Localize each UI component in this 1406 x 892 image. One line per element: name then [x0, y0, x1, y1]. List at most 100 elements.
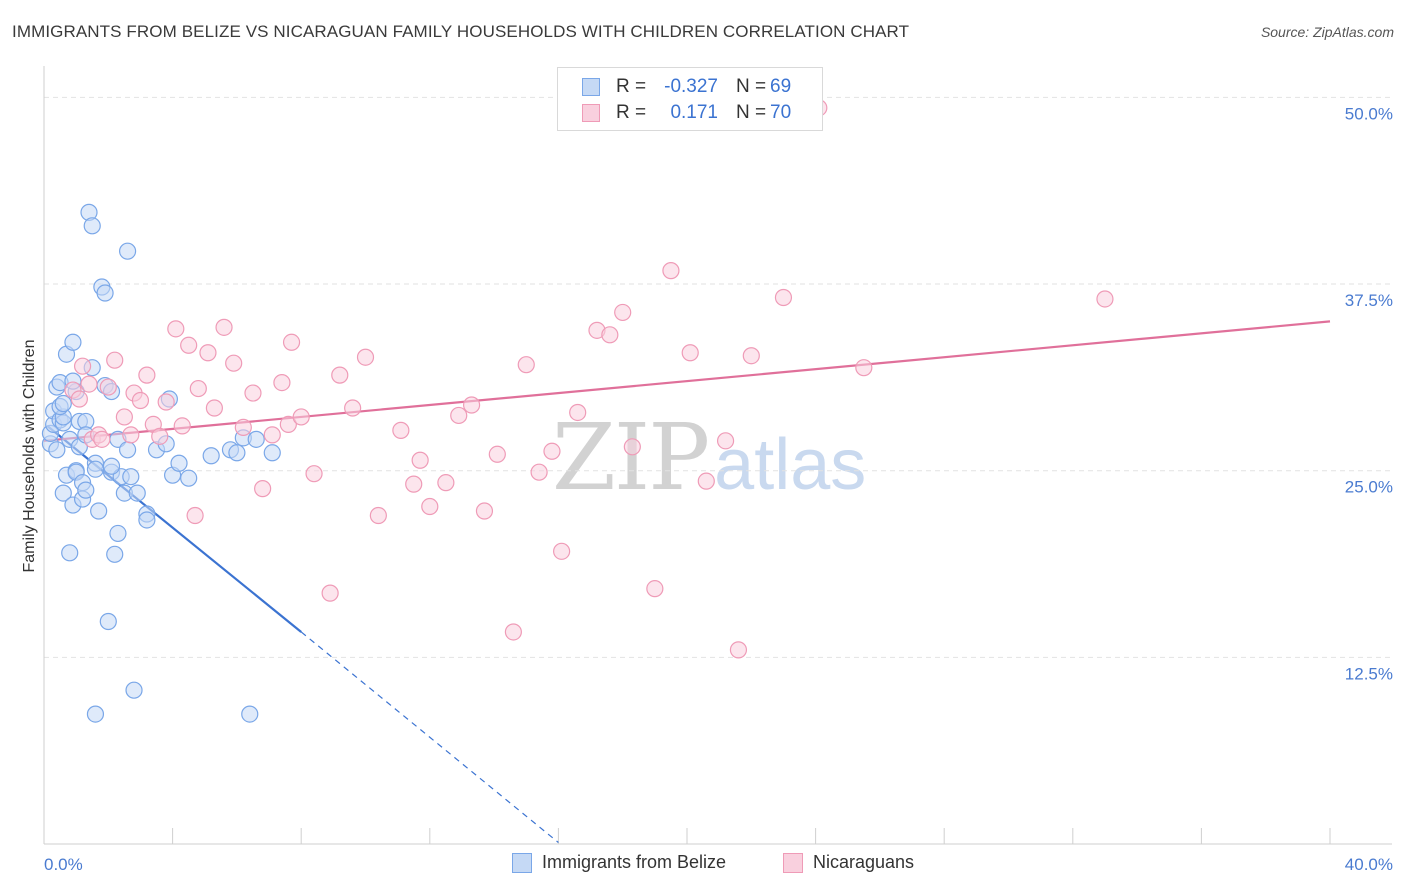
- nicaraguan-point: [99, 378, 117, 396]
- y-axis-label: Family Households with Children: [21, 340, 38, 573]
- chart-title: IMMIGRANTS FROM BELIZE VS NICARAGUAN FAM…: [12, 22, 910, 41]
- data-points: [41, 99, 1114, 723]
- nicaraguan-point: [681, 344, 699, 362]
- nicaraguan-point: [742, 347, 760, 365]
- nicaraguan-point: [543, 442, 561, 460]
- nicaraguan-point: [392, 421, 410, 439]
- nicaraguan-point: [173, 417, 191, 435]
- watermark: ZIPatlas: [552, 404, 866, 511]
- belize-point: [170, 454, 188, 472]
- belize-point: [202, 447, 220, 465]
- x-tick-label: 40.0%: [1345, 855, 1393, 874]
- nicaraguan-point: [321, 584, 339, 602]
- nicaraguan-point: [405, 475, 423, 493]
- source-credit: Source: ZipAtlas.com: [1260, 24, 1394, 40]
- belize-point: [54, 484, 72, 502]
- legend-n-value: 69: [770, 76, 792, 97]
- nicaraguan-point: [344, 399, 362, 417]
- belize-trend-line-extension: [300, 631, 559, 843]
- nicaraguan-point: [623, 438, 641, 456]
- nicaraguan-point: [180, 336, 198, 354]
- nicaraguan-trend-line: [43, 320, 1331, 442]
- nicaraguan-point: [282, 333, 301, 351]
- belize-point: [128, 484, 146, 502]
- nicaraguan-point: [356, 348, 375, 366]
- nicaraguan-point: [244, 384, 262, 402]
- nicaraguan-point: [450, 406, 468, 425]
- belize-point: [54, 394, 72, 413]
- belize-point: [61, 544, 79, 562]
- belize-point: [102, 457, 121, 475]
- nicaraguan-point: [601, 326, 619, 344]
- nicaraguan-point: [369, 506, 387, 525]
- belize-point: [109, 524, 127, 543]
- nicaraguan-point: [225, 354, 243, 372]
- nicaraguan-point: [662, 262, 680, 280]
- belize-point: [118, 242, 137, 260]
- nicaraguan-point: [151, 427, 169, 445]
- series-label-belize: Immigrants from Belize: [542, 852, 727, 872]
- nicaraguan-point: [614, 303, 632, 322]
- trend-lines: [43, 320, 1331, 843]
- belize-point: [77, 481, 95, 499]
- nicaraguan-point: [189, 379, 207, 398]
- x-tick-label: 0.0%: [44, 855, 83, 874]
- nicaraguan-point: [234, 418, 252, 436]
- nicaraguan-point: [488, 445, 506, 463]
- belize-point: [90, 502, 108, 520]
- legend-n-label: N =: [736, 102, 767, 123]
- legend-row-nicaraguans: R = 0.171 N = 70: [582, 101, 791, 125]
- belize-point: [118, 441, 137, 459]
- belize-point: [263, 444, 281, 462]
- legend-row-belize: R = -0.327 N = 69: [582, 75, 791, 99]
- nicaraguan-point: [157, 393, 175, 411]
- nicaraguan-point: [421, 497, 439, 516]
- series-swatch-nicaraguans: [783, 852, 803, 873]
- axes: [43, 66, 1392, 845]
- belize-point: [86, 460, 105, 478]
- nicaraguan-point: [205, 399, 223, 417]
- tick-labels: 12.5% 25.0% 37.5% 50.0% 0.0% 40.0%: [44, 104, 1393, 874]
- belize-point: [241, 705, 259, 723]
- nicaraguan-point: [437, 474, 455, 492]
- nicaraguan-point: [517, 356, 535, 374]
- y-tick-label: 12.5%: [1345, 664, 1393, 683]
- nicaraguan-point: [774, 288, 793, 307]
- nicaraguan-point: [254, 480, 272, 498]
- nicaraguan-point: [131, 391, 150, 410]
- legend-r-label: R =: [616, 102, 647, 123]
- nicaraguan-point: [1096, 290, 1114, 308]
- belize-point: [106, 545, 124, 563]
- belize-point: [99, 612, 117, 631]
- belize-point: [64, 333, 82, 351]
- belize-point: [138, 511, 156, 529]
- nicaraguan-point: [462, 396, 481, 414]
- belize-point: [48, 441, 66, 459]
- series-legend-belize[interactable]: Immigrants from Belize: [512, 852, 726, 873]
- nicaraguan-point: [215, 318, 233, 336]
- nicaraguan-point: [729, 641, 748, 659]
- belize-point: [180, 469, 198, 487]
- watermark-zip: ZIP: [552, 404, 710, 511]
- nicaraguan-point: [855, 359, 873, 377]
- nicaraguan-point: [80, 375, 98, 393]
- nicaraguan-point: [73, 357, 92, 375]
- nicaraguan-point: [292, 408, 310, 426]
- series-legend: Immigrants from Belize Nicaraguans: [0, 852, 1406, 876]
- legend-r-value: -0.327: [664, 76, 718, 97]
- nicaraguan-point: [263, 426, 281, 444]
- nicaraguan-point: [199, 344, 217, 362]
- legend-r-value: 0.171: [670, 102, 718, 123]
- nicaraguan-point: [115, 408, 133, 426]
- legend-swatch-nicaraguans: [582, 104, 600, 122]
- nicaraguan-point: [504, 623, 522, 641]
- nicaraguan-point: [553, 542, 571, 560]
- nicaraguan-point: [475, 502, 494, 520]
- nicaraguan-point: [186, 506, 204, 525]
- y-tick-label: 37.5%: [1345, 291, 1393, 310]
- nicaraguan-point: [93, 430, 111, 448]
- correlation-legend: R = -0.327 N = 69 R = 0.171 N = 70: [557, 67, 823, 131]
- nicaraguan-point: [138, 366, 156, 384]
- series-legend-nicaraguans[interactable]: Nicaraguans: [783, 852, 914, 873]
- belize-point: [83, 217, 101, 235]
